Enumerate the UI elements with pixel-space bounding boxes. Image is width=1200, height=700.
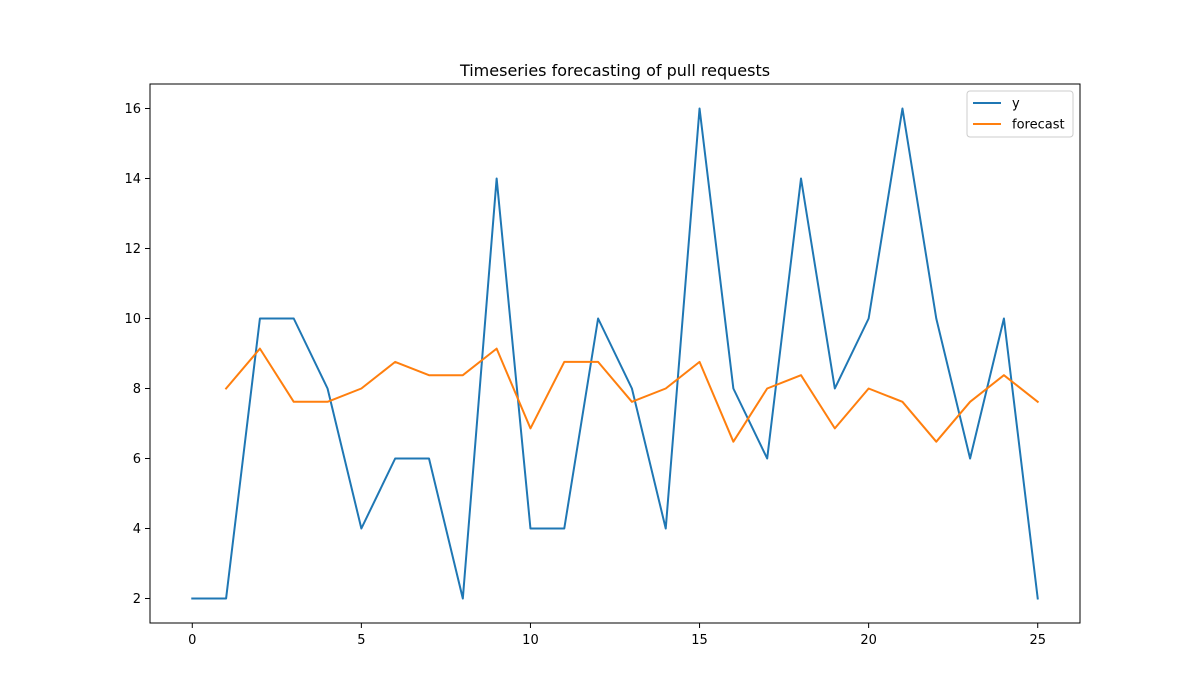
y-tick-label: 2 (133, 592, 141, 607)
y-tick-label: 6 (133, 452, 141, 467)
x-tick-label: 20 (860, 633, 877, 648)
x-tick-label: 10 (522, 633, 539, 648)
x-tick-label: 15 (691, 633, 708, 648)
y-tick-label: 4 (133, 522, 141, 537)
axes: 0 5 10 15 20 25 2 4 6 8 10 12 14 16 (124, 83, 1081, 648)
x-tick-label: 5 (357, 633, 365, 648)
chart-title: Timeseries forecasting of pull requests (459, 61, 770, 80)
y-tick-label: 8 (133, 382, 141, 397)
x-tick-label: 25 (1029, 633, 1046, 648)
legend-label-y: y (1012, 97, 1020, 112)
y-tick-label: 16 (124, 102, 141, 117)
y-tick-label: 12 (124, 242, 141, 257)
plot-area (191, 107, 1040, 600)
x-tick-label: 0 (188, 633, 196, 648)
series-line-forecast (224, 347, 1040, 443)
legend-label-forecast: forecast (1012, 118, 1065, 133)
axes-frame (149, 83, 1081, 624)
y-tick-label: 10 (124, 312, 141, 327)
y-tick-label: 14 (124, 172, 141, 187)
legend: y forecast (966, 90, 1074, 138)
series-line-y (191, 107, 1039, 600)
